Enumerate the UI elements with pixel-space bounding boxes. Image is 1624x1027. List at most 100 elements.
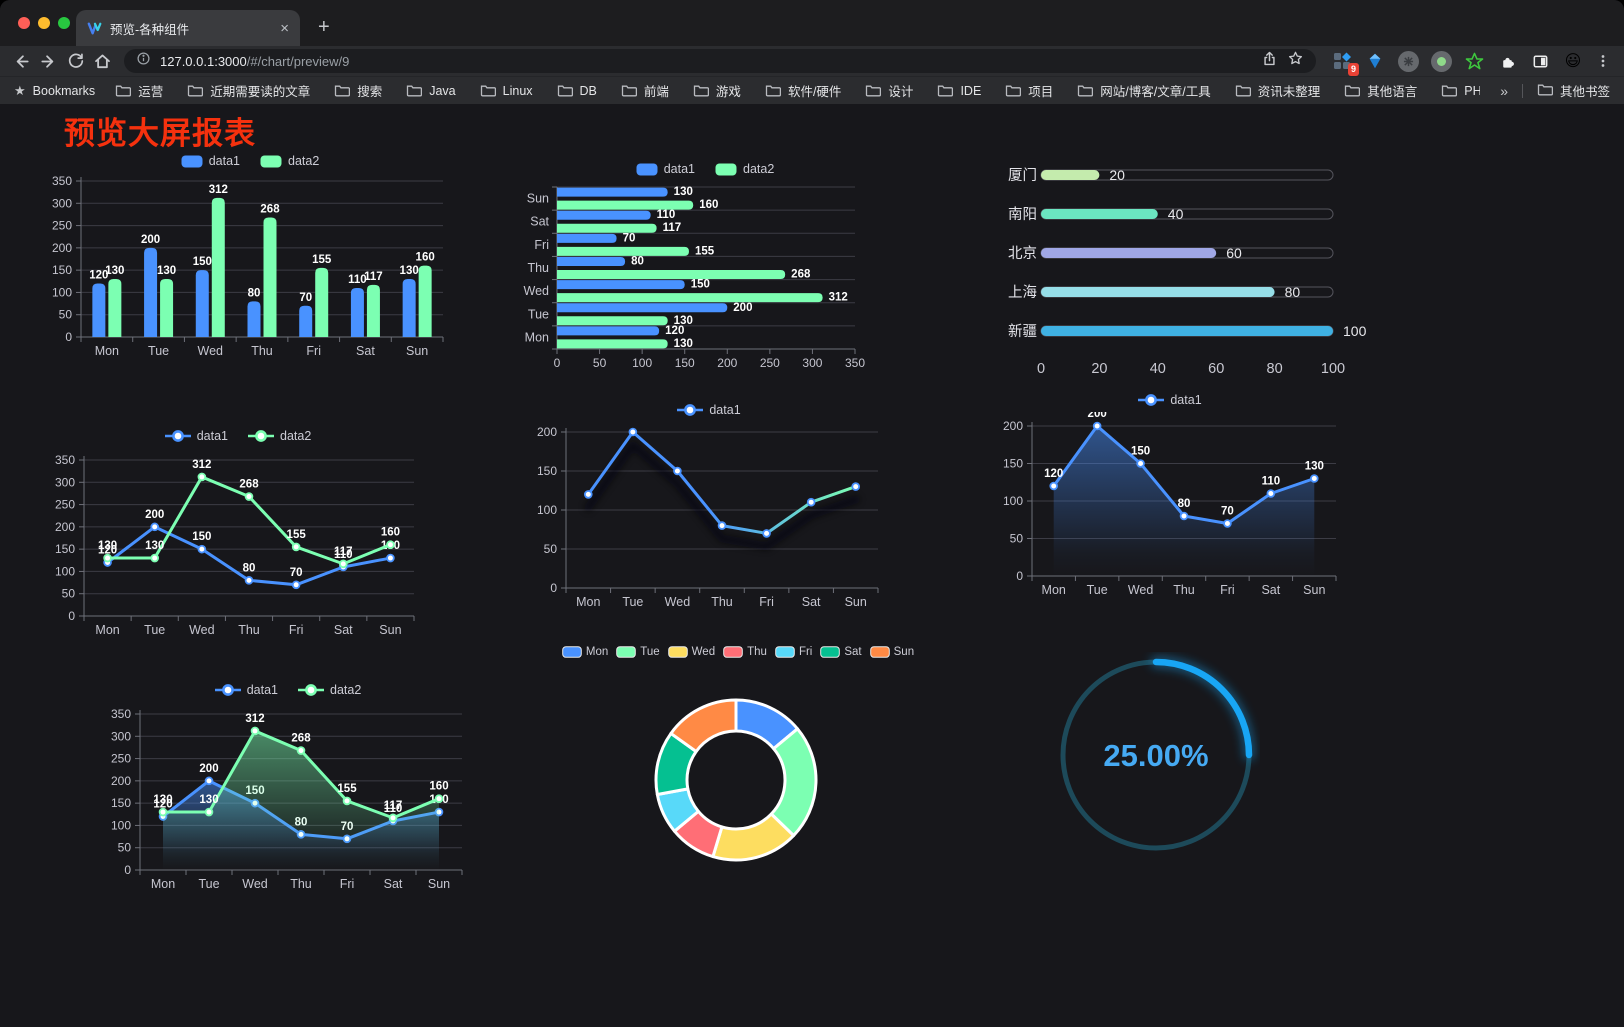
- other-bookmarks-folder[interactable]: 其他书签: [1537, 81, 1610, 100]
- extension-grid-icon[interactable]: 9: [1330, 49, 1359, 76]
- chart-line-two-series: data1 data2 0 50 100 150 200 250 300 350 Mon Tue Wed…: [48, 426, 428, 646]
- svg-text:20: 20: [1109, 167, 1125, 183]
- bookmark-star-icon[interactable]: [1287, 50, 1304, 72]
- bookmarks-bar: ★ Bookmarks 运营 近期需要读的文章 搜索 Java Linux DB 前端 游戏 软…: [0, 76, 1624, 104]
- svg-text:110: 110: [384, 803, 403, 815]
- bookmark-folder[interactable]: 近期需要读的文章: [187, 81, 310, 100]
- svg-text:Sun: Sun: [1303, 583, 1325, 597]
- svg-text:250: 250: [52, 219, 72, 233]
- bookmarks-overflow-chevron[interactable]: »: [1500, 82, 1508, 99]
- bookmark-folder[interactable]: 设计: [865, 81, 913, 100]
- legend-item-Tue[interactable]: Tue: [616, 646, 660, 658]
- bookmark-folder[interactable]: PHP: [1441, 81, 1480, 100]
- forward-button[interactable]: [35, 48, 62, 74]
- bookmark-folder[interactable]: 游戏: [693, 81, 741, 100]
- chart-line-area: data1 0 50 100 150 200 Mon Tue Wed Thu Fri Sat Sun 12…: [992, 390, 1348, 604]
- svg-text:300: 300: [55, 475, 75, 489]
- svg-text:312: 312: [192, 459, 211, 471]
- legend-item-data1[interactable]: data1: [164, 429, 228, 443]
- legend-item-Sun[interactable]: Sun: [869, 646, 915, 658]
- extension-star-icon[interactable]: [1462, 49, 1486, 73]
- svg-text:40: 40: [1150, 361, 1166, 377]
- new-tab-button[interactable]: +: [312, 15, 336, 39]
- legend-item-data1[interactable]: data1: [1138, 393, 1202, 407]
- fullscreen-window-button[interactable]: [58, 17, 70, 29]
- legend-item-data2[interactable]: data2: [248, 429, 311, 443]
- folder-icon: [1537, 83, 1554, 99]
- bookmark-folder-label: 其他语言: [1367, 85, 1418, 99]
- legend-item-Sat[interactable]: Sat: [820, 646, 862, 658]
- bookmark-folder[interactable]: 其他语言: [1344, 81, 1417, 100]
- side-panel-icon[interactable]: [1528, 49, 1552, 73]
- extension-puzzle-icon[interactable]: [1495, 49, 1519, 73]
- svg-text:Fri: Fri: [340, 877, 355, 891]
- extension-gem-icon[interactable]: [1363, 49, 1387, 73]
- legend-item-data1[interactable]: data1: [214, 683, 278, 697]
- bookmark-folder[interactable]: 网站/博客/文章/工具: [1077, 81, 1211, 100]
- bookmark-folder[interactable]: 项目: [1005, 81, 1053, 100]
- page-content: 预览大屏报表 data1 data2 0 50 100 150 200 250 300 350 Mo…: [0, 104, 1624, 1027]
- legend-item-Mon[interactable]: Mon: [562, 646, 608, 658]
- site-info-icon[interactable]: [136, 51, 151, 71]
- bookmark-folder-list: 运营 近期需要读的文章 搜索 Java Linux DB 前端 游戏 软件/硬件 设计 IDE 项目 网…: [115, 81, 1480, 100]
- close-tab-icon[interactable]: ×: [280, 19, 289, 37]
- menu-icon[interactable]: [1589, 48, 1616, 74]
- svg-text:200: 200: [537, 425, 557, 439]
- browser-tab[interactable]: 预览-各种组件 ×: [76, 10, 300, 46]
- home-button[interactable]: [89, 48, 116, 74]
- extension-command-icon[interactable]: [1396, 49, 1420, 73]
- extension-record-icon[interactable]: [1429, 49, 1453, 73]
- back-button[interactable]: [8, 48, 35, 74]
- bookmark-folder[interactable]: Java: [406, 81, 456, 100]
- svg-text:100: 100: [537, 503, 557, 517]
- legend-item-data2[interactable]: data2: [260, 154, 319, 168]
- bookmark-folder-label: 近期需要读的文章: [210, 85, 311, 99]
- share-icon[interactable]: [1261, 50, 1278, 72]
- svg-text:上海: 上海: [1008, 284, 1037, 301]
- bookmark-folder[interactable]: IDE: [937, 81, 981, 100]
- legend-label: data2: [288, 154, 320, 168]
- svg-text:100: 100: [1343, 323, 1367, 339]
- legend-item-data2[interactable]: data2: [715, 162, 774, 176]
- chart-legend: data1 data2: [48, 426, 428, 446]
- bookmark-folder[interactable]: 运营: [115, 81, 163, 100]
- reload-button[interactable]: [62, 48, 89, 74]
- svg-text:160: 160: [416, 252, 435, 264]
- svg-text:南阳: 南阳: [1008, 206, 1037, 223]
- legend-item-data1[interactable]: data1: [677, 403, 741, 417]
- svg-text:Wed: Wed: [665, 595, 691, 609]
- svg-text:200: 200: [145, 509, 164, 521]
- svg-text:200: 200: [55, 520, 75, 534]
- bookmark-folder[interactable]: 前端: [621, 81, 669, 100]
- bookmark-folder[interactable]: 资讯未整理: [1235, 81, 1320, 100]
- legend-item-data2[interactable]: data2: [298, 683, 361, 697]
- svg-text:Sun: Sun: [845, 595, 867, 609]
- legend-label: Sun: [893, 646, 915, 658]
- svg-text:Sun: Sun: [379, 623, 401, 637]
- bookmark-folder[interactable]: 软件/硬件: [765, 81, 841, 100]
- bookmarks-manager-item[interactable]: ★ Bookmarks: [14, 83, 95, 99]
- bookmark-folder[interactable]: Linux: [480, 81, 533, 100]
- svg-text:70: 70: [1221, 506, 1234, 518]
- svg-text:Mon: Mon: [95, 623, 119, 637]
- minimize-window-button[interactable]: [38, 17, 50, 29]
- address-bar[interactable]: 127.0.0.1:3000/#/chart/preview/9: [124, 49, 1316, 73]
- legend-item-Fri[interactable]: Fri: [775, 646, 812, 658]
- legend-item-Thu[interactable]: Thu: [723, 646, 767, 658]
- legend-item-data1[interactable]: data1: [636, 162, 695, 176]
- svg-text:Wed: Wed: [524, 284, 550, 298]
- svg-text:160: 160: [381, 527, 400, 539]
- svg-text:130: 130: [1305, 461, 1324, 473]
- page-title: 预览大屏报表: [64, 116, 256, 151]
- bookmark-folder[interactable]: 搜索: [334, 81, 382, 100]
- profile-avatar-icon[interactable]: 😃: [1564, 53, 1582, 70]
- legend-item-Wed[interactable]: Wed: [667, 646, 715, 658]
- close-window-button[interactable]: [18, 17, 30, 29]
- legend-label: Thu: [747, 646, 767, 658]
- legend-item-data1[interactable]: data1: [181, 154, 240, 168]
- bookmark-folder-label: Linux: [502, 83, 533, 98]
- bookmark-folder-label: 设计: [888, 85, 914, 99]
- extension-badge: 9: [1347, 63, 1359, 76]
- bookmark-folder[interactable]: DB: [557, 81, 597, 100]
- svg-text:155: 155: [337, 783, 357, 795]
